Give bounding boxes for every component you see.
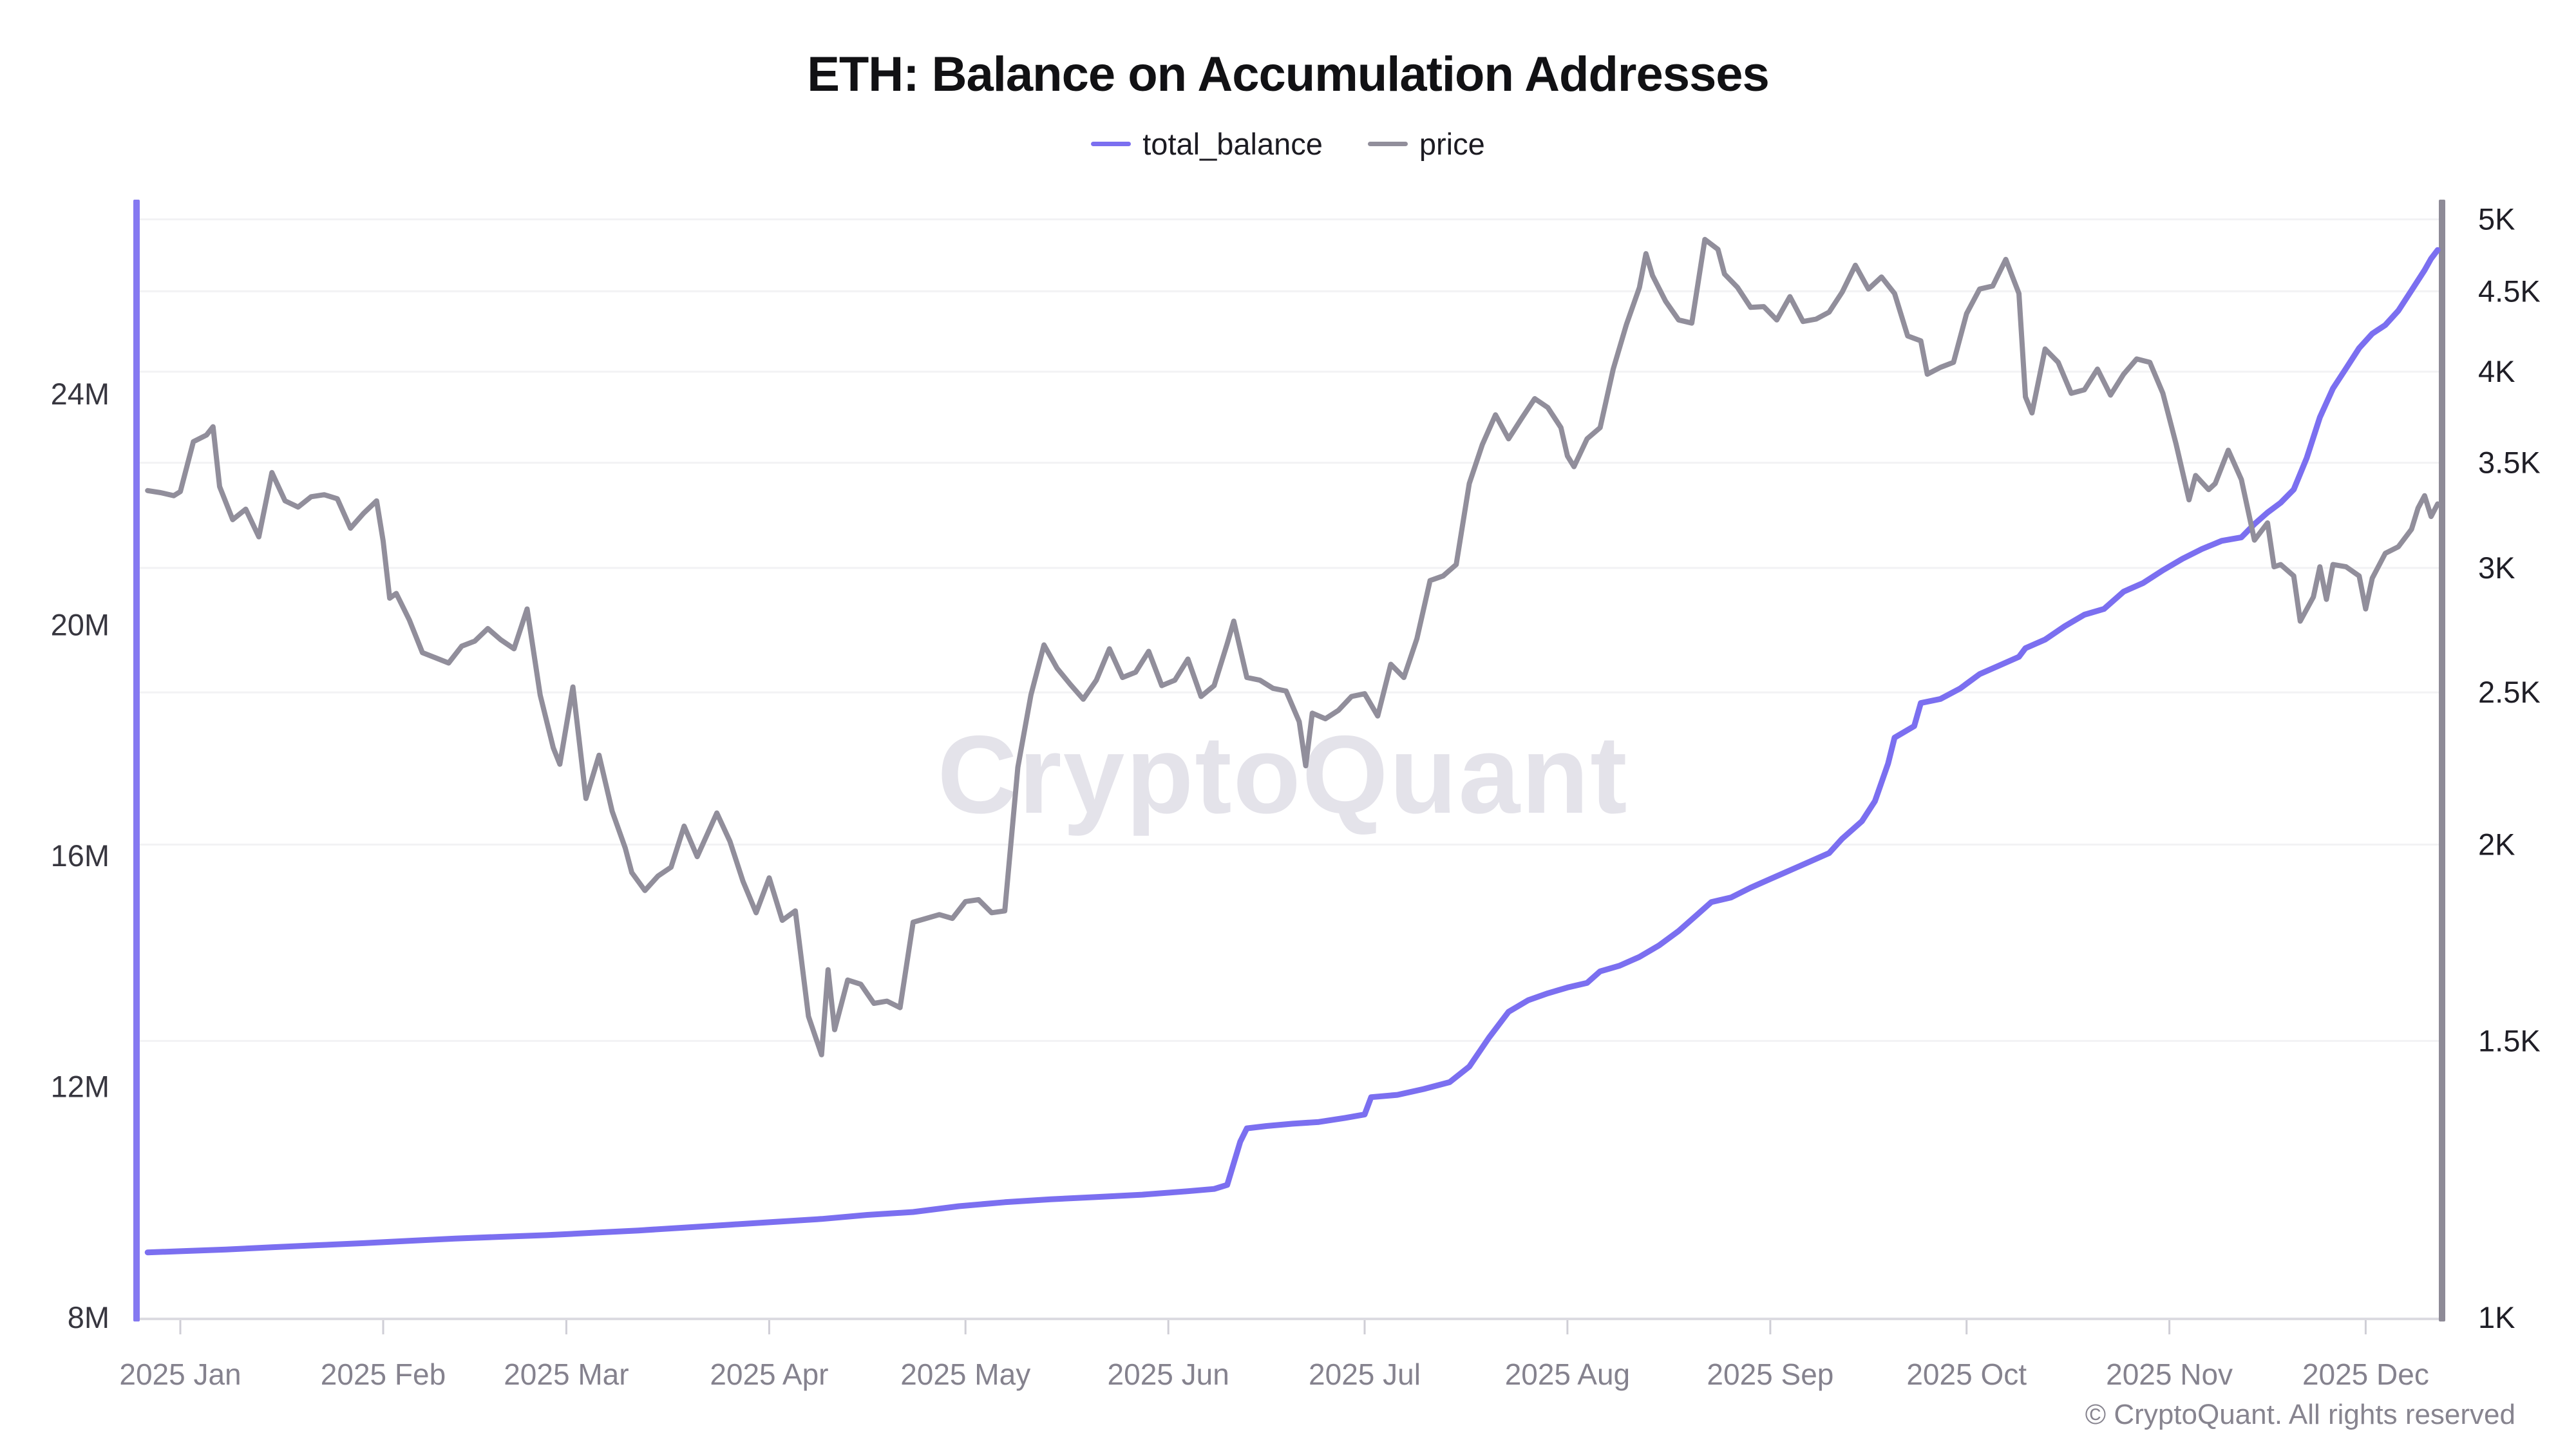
- x-tick-label: 2025 Mar: [504, 1358, 629, 1391]
- watermark-text: CryptoQuant: [937, 713, 1628, 837]
- x-tick-label: 2025 Apr: [710, 1358, 828, 1391]
- x-tick-label: 2025 May: [900, 1358, 1030, 1391]
- left-tick-label: 20M: [51, 608, 109, 642]
- left-axis-bar: [133, 200, 140, 1321]
- copyright-notice: © CryptoQuant. All rights reserved: [2085, 1399, 2515, 1430]
- right-tick-label: 4K: [2478, 354, 2515, 388]
- legend-label: total_balance: [1142, 127, 1323, 161]
- x-tick-label: 2025 Jul: [1309, 1358, 1421, 1391]
- left-tick-label: 12M: [51, 1070, 109, 1104]
- x-tick-label: 2025 Sep: [1707, 1358, 1833, 1391]
- x-tick-label: 2025 Aug: [1505, 1358, 1630, 1391]
- left-tick-label: 8M: [68, 1300, 109, 1334]
- x-tick-label: 2025 Feb: [321, 1358, 446, 1391]
- right-tick-label: 4.5K: [2478, 274, 2541, 308]
- legend-item-price[interactable]: price: [1367, 126, 1485, 162]
- left-tick-label: 24M: [51, 377, 109, 411]
- x-tick-label: 2025 Jan: [119, 1358, 241, 1391]
- x-tick-label: 2025 Oct: [1906, 1358, 2027, 1391]
- left-tick-label: 16M: [51, 838, 109, 873]
- x-tick-label: 2025 Nov: [2106, 1358, 2233, 1391]
- x-tick-label: 2025 Dec: [2302, 1358, 2429, 1391]
- legend-item-total_balance[interactable]: total_balance: [1091, 126, 1323, 162]
- right-axis-bar: [2439, 200, 2445, 1321]
- right-tick-label: 3K: [2478, 551, 2515, 585]
- right-tick-label: 2K: [2478, 828, 2515, 862]
- total-balance-line[interactable]: [144, 247, 2441, 1256]
- legend-swatch-total_balance: [1091, 142, 1132, 146]
- right-tick-label: 2.5K: [2478, 675, 2541, 709]
- price-line[interactable]: [145, 236, 2441, 1057]
- right-tick-label: 1.5K: [2478, 1023, 2541, 1057]
- chart-title: ETH: Balance on Accumulation Addresses: [807, 47, 1770, 102]
- right-tick-label: 1K: [2478, 1300, 2515, 1334]
- legend: total_balance price: [0, 126, 2576, 162]
- legend-swatch-price: [1367, 142, 1408, 146]
- legend-label: price: [1419, 127, 1485, 161]
- x-tick-label: 2025 Jun: [1108, 1358, 1229, 1391]
- right-tick-label: 3.5K: [2478, 446, 2541, 480]
- right-tick-label: 5K: [2478, 202, 2515, 236]
